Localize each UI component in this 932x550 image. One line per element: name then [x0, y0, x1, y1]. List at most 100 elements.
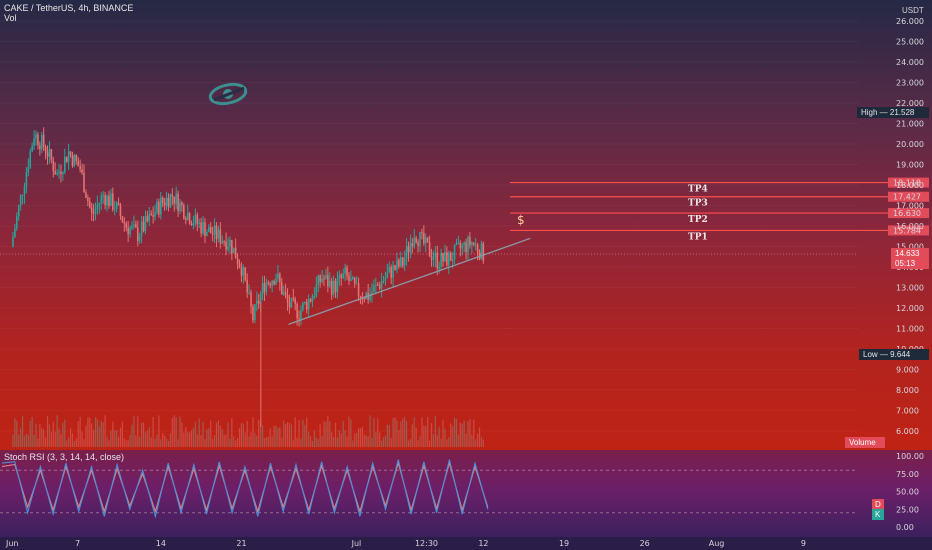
volume-bar — [333, 436, 335, 447]
volume-bar — [213, 435, 216, 447]
volume-bar — [421, 417, 423, 447]
volume-bar — [285, 423, 287, 447]
volume-bar — [117, 436, 120, 447]
candle-body — [449, 252, 452, 261]
vol-label: Vol — [4, 13, 17, 23]
volume-bar — [238, 428, 241, 447]
candle-body — [338, 274, 341, 279]
time-axis[interactable]: Jun 7 14 21 Jul 12:30 12 19 26 Aug 9 — [5, 539, 806, 548]
level-label-tp2: TP2 — [688, 215, 708, 225]
volume-bar — [77, 421, 79, 447]
candle-body — [209, 226, 212, 234]
volume-bar — [204, 439, 206, 447]
candle-body — [88, 201, 91, 208]
volume-bar — [419, 435, 421, 447]
volume-bar — [110, 430, 112, 447]
candle-body — [292, 297, 295, 300]
volume-bar — [381, 440, 383, 447]
candle-body — [181, 202, 183, 206]
volume-bar — [477, 433, 479, 447]
candle-body — [424, 237, 427, 244]
candle-body — [215, 225, 218, 239]
candle-body — [248, 292, 250, 294]
volume-bar — [344, 430, 346, 447]
volume-bar — [148, 427, 150, 447]
candle-body — [392, 265, 394, 278]
candle-body — [463, 242, 465, 246]
level-label-tp4: TP4 — [688, 185, 708, 195]
volume-bar — [225, 434, 227, 447]
candles[interactable] — [12, 127, 485, 427]
candle-body — [342, 273, 344, 279]
volume-bar — [66, 440, 68, 447]
candle-body — [60, 171, 62, 175]
candle-body — [104, 195, 106, 206]
candle-body — [102, 195, 104, 197]
volume-bar — [127, 440, 129, 447]
candle-body — [273, 280, 275, 285]
candle-body — [386, 272, 389, 278]
candle-body — [305, 301, 308, 310]
candle-body — [428, 242, 431, 256]
volume-bar — [212, 438, 214, 447]
price-axis[interactable]: 6.0007.0008.0009.00010.00011.00012.00013… — [896, 17, 924, 532]
volume-bar — [60, 434, 62, 447]
volume-bar — [52, 421, 54, 447]
target-levels[interactable]: TP1 15.784 TP2 16.630 TP3 17.427 TP4 18.118 $ — [0, 177, 929, 255]
volume-bar — [20, 428, 22, 447]
volume-bar — [288, 422, 291, 447]
volume-bar — [455, 418, 458, 447]
volume-bar — [398, 429, 400, 447]
candle-body — [79, 166, 81, 170]
price-tick-label: 26.000 — [896, 17, 924, 26]
volume-bar — [196, 434, 198, 447]
candle-body — [177, 193, 179, 212]
volume-bar — [14, 418, 16, 447]
candle-body — [457, 242, 460, 244]
volume-bar — [244, 432, 246, 447]
time-tick-label: 12:30 — [415, 539, 438, 548]
volume-bar — [48, 424, 51, 447]
rsi-tick-label: 100.00 — [896, 452, 924, 461]
volume-bar — [179, 416, 181, 447]
volume-bar — [37, 438, 39, 447]
candle-body — [71, 155, 74, 166]
volume-bar — [189, 432, 191, 447]
volume-bar — [311, 440, 314, 447]
volume-bar — [254, 432, 256, 447]
candle-body — [327, 275, 329, 287]
candle-body — [92, 212, 95, 214]
candle-body — [106, 195, 108, 206]
volume-bar — [465, 433, 467, 447]
candle-body — [112, 193, 114, 210]
candle-body — [271, 280, 273, 286]
volume-bar — [102, 422, 104, 447]
volume-bar — [33, 434, 35, 447]
candle-body — [340, 274, 343, 279]
current-price-badge: 14.633 — [891, 248, 929, 259]
candle-body — [62, 172, 64, 175]
grid — [0, 20, 858, 432]
volume-bar — [327, 415, 329, 447]
volume-bar — [323, 421, 325, 447]
candle-body — [252, 306, 254, 321]
volume-bar — [300, 438, 302, 447]
candle-body — [175, 193, 177, 204]
volume-bar — [467, 421, 469, 447]
volume-bar — [308, 431, 310, 447]
volume-bar — [173, 415, 175, 447]
candle-body — [125, 223, 128, 228]
volume-bar — [367, 436, 369, 447]
candle-body — [275, 278, 277, 285]
candle-body — [411, 243, 414, 247]
level-badge-tp4 — [888, 177, 929, 188]
low-label: Low — [863, 350, 878, 359]
low-badge: Low — 9.644 — [859, 349, 929, 360]
volume-bar — [379, 432, 381, 447]
candle-body — [208, 226, 210, 232]
support-trendline[interactable] — [288, 237, 531, 326]
trendline-layer[interactable] — [288, 237, 531, 326]
candle-body — [376, 284, 379, 286]
candle-body — [138, 235, 141, 241]
